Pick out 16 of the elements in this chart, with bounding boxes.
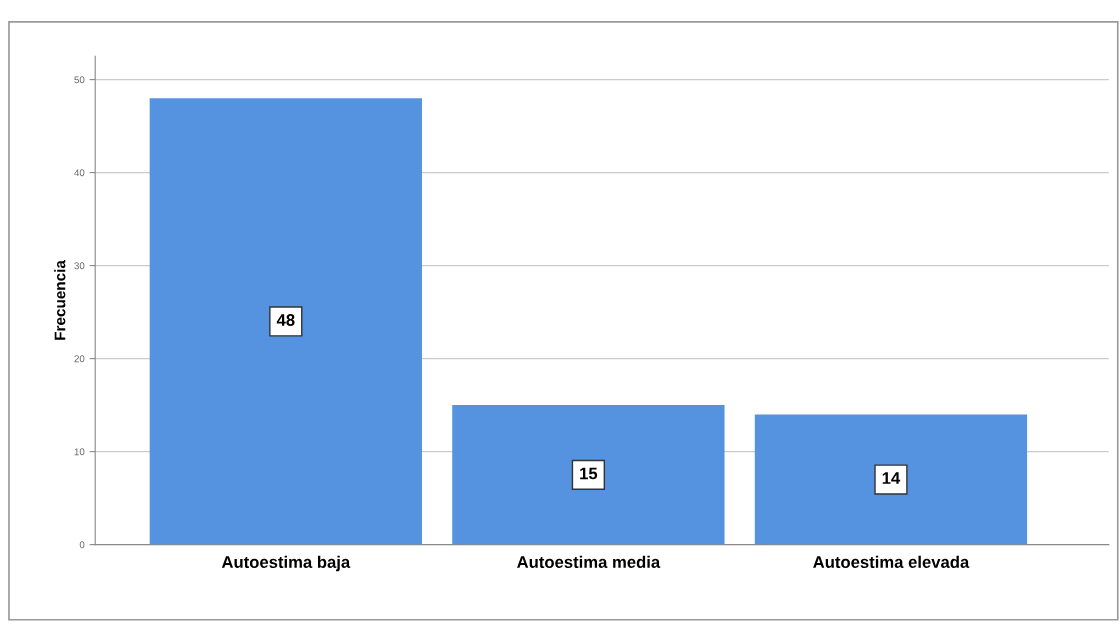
y-tick-label: 40: [74, 169, 85, 177]
y-tick-label: 30: [74, 262, 85, 270]
bar: [452, 405, 725, 545]
data-label: 15: [580, 467, 598, 480]
data-label: 14: [882, 472, 901, 484]
y-tick-label: 0: [79, 541, 85, 549]
y-tick-label: 10: [74, 448, 85, 456]
x-tick-label: Autoestima elevada: [813, 555, 970, 568]
data-label: 48: [276, 314, 295, 326]
y-tick-label: 50: [74, 76, 85, 84]
bar: [149, 98, 422, 545]
x-tick-label: Autoestima media: [517, 555, 661, 568]
y-axis-title: Frecuencia: [54, 260, 66, 340]
bar: [754, 414, 1028, 545]
x-tick-label: Autoestima baja: [221, 555, 351, 572]
y-tick-label: 20: [74, 355, 85, 363]
